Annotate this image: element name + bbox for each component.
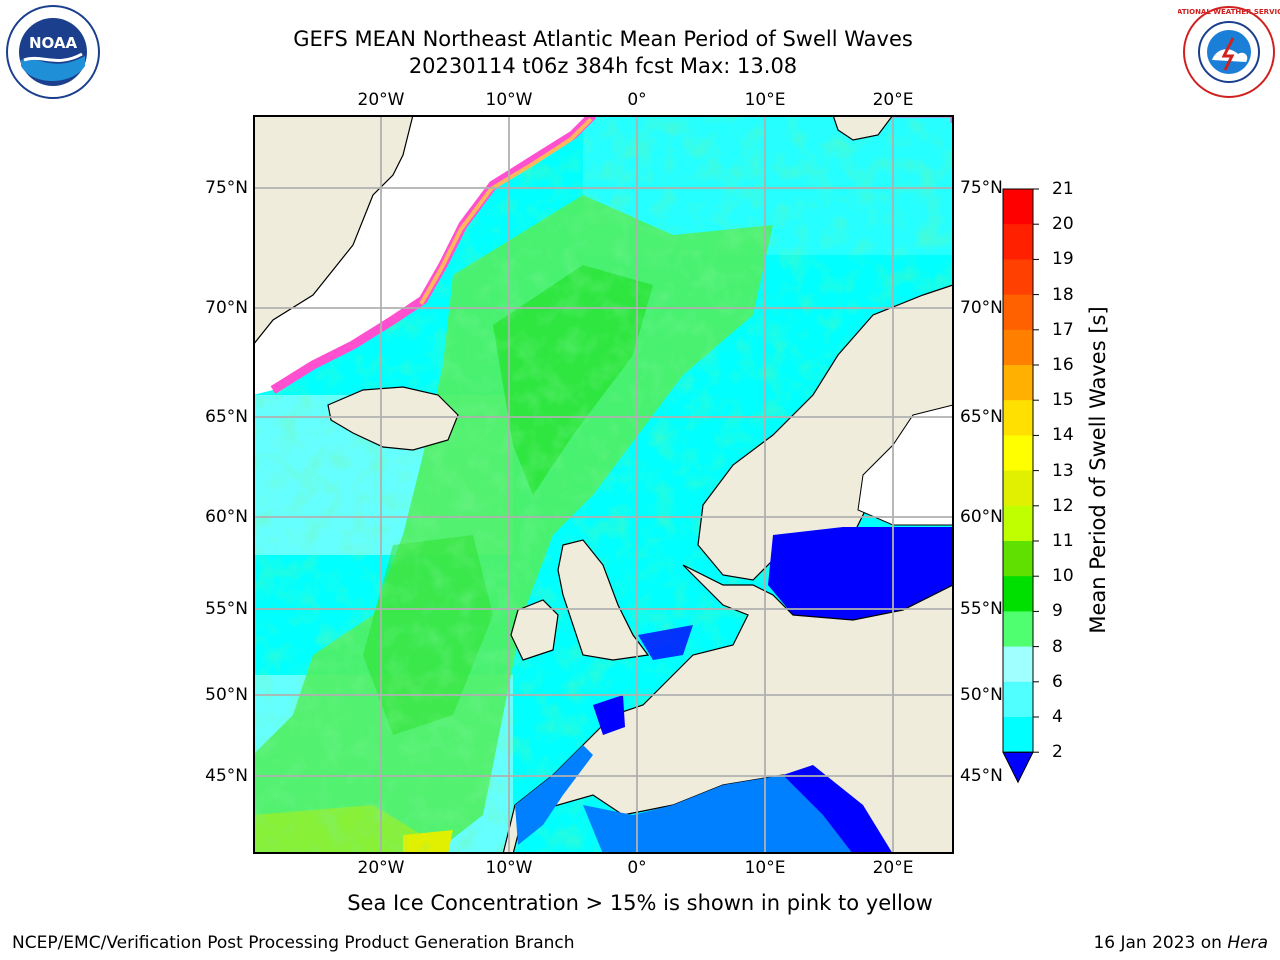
sea-ice-footnote: Sea Ice Concentration > 15% is shown in … (347, 891, 933, 915)
colorbar-segment (1003, 329, 1033, 366)
lon-label-top: 20°E (872, 90, 914, 110)
colorbar-segment (1003, 435, 1033, 472)
colorbar-tick-label: 20 (1052, 214, 1074, 235)
lat-label-left: 45°N (205, 766, 248, 786)
lon-label-top: 10°W (485, 90, 533, 110)
colorbar-tick-label: 10 (1052, 566, 1074, 587)
baltic-sea (768, 527, 953, 620)
iceland-land (327, 386, 459, 451)
colorbar-segment (1003, 505, 1033, 542)
colorbar-segment (1003, 646, 1033, 683)
colorbar-segment (1003, 189, 1033, 225)
colorbar-tick-label: 2 (1052, 742, 1063, 763)
date-text: 16 Jan 2023 on Hera (1093, 933, 1268, 953)
colorbar-segment (1003, 365, 1033, 401)
chart-title: GEFS MEAN Northeast Atlantic Mean Period… (0, 26, 1206, 80)
graticule (253, 115, 954, 854)
title-line-1: GEFS MEAN Northeast Atlantic Mean Period… (293, 27, 913, 51)
svalbard-land (832, 115, 894, 141)
lat-label-left: 50°N (205, 685, 248, 705)
date-value: 16 Jan 2023 on (1093, 933, 1222, 953)
colorbar-title: Mean Period of Swell Waves [s] (1086, 306, 1110, 634)
lon-label-bottom: 10°E (744, 858, 786, 878)
colorbar-segment (1003, 400, 1033, 436)
machine-name: Hera (1227, 933, 1268, 953)
lon-label-bottom: 20°E (872, 858, 914, 878)
lat-label-right: 55°N (960, 599, 1003, 619)
colorbar-under-triangle (1002, 751, 1034, 784)
lat-label-left: 75°N (205, 178, 248, 198)
lon-label-bottom: 0° (627, 858, 647, 878)
colorbar-tick-label: 15 (1052, 390, 1074, 411)
colorbar-segment (1003, 294, 1033, 331)
colorbar-tick-label: 16 (1052, 355, 1074, 375)
swell-period-map (253, 115, 954, 854)
title-line-2: 20230114 t06z 384h fcst Max: 13.08 (408, 54, 798, 78)
lat-label-right: 65°N (960, 407, 1003, 427)
lon-label-top: 10°E (744, 90, 786, 110)
colorbar-segment (1003, 681, 1033, 718)
credit-text: NCEP/EMC/Verification Post Processing Pr… (12, 933, 575, 953)
noaa-logo-text: NOAA (29, 34, 78, 52)
colorbar-tick-label: 8 (1052, 636, 1063, 657)
nws-logo-text: NATIONAL WEATHER SERVICE (1178, 8, 1280, 16)
colorbar (1002, 188, 1039, 784)
colorbar-segment (1003, 717, 1033, 753)
lat-label-left: 55°N (205, 599, 248, 619)
great-britain-land (557, 539, 650, 661)
nws-logo-icon: NATIONAL WEATHER SERVICE (1178, 6, 1280, 98)
lat-label-right: 60°N (960, 507, 1003, 527)
lat-label-left: 70°N (205, 298, 248, 318)
ireland-land (510, 599, 559, 661)
colorbar-segment (1003, 576, 1033, 612)
colorbar-tick-label: 19 (1052, 249, 1074, 270)
lon-label-top: 20°W (357, 90, 405, 110)
colorbar-tick-label: 4 (1052, 707, 1063, 727)
colorbar-tick-label: 9 (1052, 601, 1063, 622)
lat-label-left: 60°N (205, 507, 248, 527)
colorbar-tick-label: 6 (1052, 671, 1063, 692)
greenland-land (253, 115, 414, 346)
colorbar-segment (1003, 611, 1033, 648)
colorbar-tick-label: 21 (1052, 179, 1074, 199)
lat-label-left: 65°N (205, 407, 248, 427)
colorbar-tick-label: 13 (1052, 460, 1074, 481)
lat-label-right: 50°N (960, 685, 1003, 705)
lon-label-bottom: 10°W (485, 858, 533, 878)
colorbar-tick-label: 18 (1052, 284, 1074, 305)
colorbar-segment (1003, 259, 1033, 296)
europe-land (502, 564, 954, 854)
colorbar-segment (1003, 541, 1033, 577)
noaa-logo-icon: NOAA (6, 5, 100, 99)
colorbar-tick-label: 14 (1052, 425, 1074, 446)
lat-label-right: 75°N (960, 178, 1003, 198)
colorbar-segment (1003, 224, 1033, 260)
colorbar-segment (1003, 470, 1033, 507)
lon-label-top: 0° (627, 90, 647, 110)
colorbar-tick-label: 17 (1052, 319, 1074, 340)
lon-label-bottom: 20°W (357, 858, 405, 878)
colorbar-tick-label: 12 (1052, 495, 1074, 516)
colorbar-tick-label: 11 (1052, 531, 1074, 551)
lat-label-right: 70°N (960, 298, 1003, 318)
lat-label-right: 45°N (960, 766, 1003, 786)
